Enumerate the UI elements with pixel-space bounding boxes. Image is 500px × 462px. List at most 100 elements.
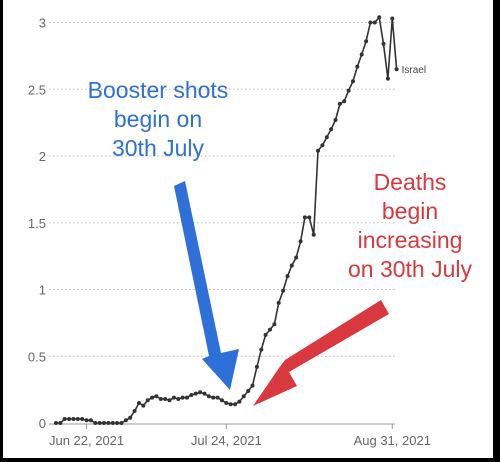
data-point [123,418,128,423]
data-point [324,135,329,140]
data-point [302,215,307,220]
data-point [233,402,238,407]
data-point [145,398,150,403]
blue-arrow-icon [174,181,239,390]
red-arrow-icon [253,300,389,406]
data-point [337,101,342,106]
data-point [115,421,120,425]
data-point [71,417,76,421]
data-point [189,393,194,397]
deaths-annotation: Deaths begin increasing on 30th July [321,168,499,284]
data-point [268,327,272,332]
data-point [219,398,224,403]
data-point [394,67,399,72]
data-point [176,397,181,401]
series-label: Israel [402,65,426,76]
data-point [180,395,185,400]
data-point [158,397,163,401]
data-point [132,409,137,413]
data-point [150,395,155,400]
data-point [311,232,316,237]
deaths-annotation-line: increasing [357,227,463,253]
data-point [250,383,255,388]
data-point [355,64,360,69]
chart-frame: 0 0.5 1 1.5 2 2.5 3 Jun 22, 2021 Jul 24, 2021 Aug… [3,0,493,458]
data-point [385,76,390,81]
y-tick-label: 1 [39,283,46,298]
data-point [351,79,355,84]
data-point [298,239,303,244]
x-tick-label: Jun 22, 2021 [49,433,124,448]
data-point [285,274,290,279]
x-tick-label: Aug 31, 2021 [354,433,431,448]
data-point [377,15,382,20]
data-point [106,421,111,425]
data-point [80,417,85,421]
data-point [62,417,67,421]
data-point [368,20,373,25]
data-point [54,421,58,425]
data-point [259,347,264,352]
data-point [88,418,93,423]
booster-annotation-line: Booster shots [87,77,229,103]
y-tick-label: 2 [39,149,46,164]
data-point [307,215,312,220]
data-point [163,397,168,401]
data-point [333,118,338,122]
data-point [97,421,102,425]
data-point [84,418,89,423]
data-point [58,421,63,425]
data-point [276,300,281,305]
data-point [246,389,251,393]
data-point [75,417,80,421]
annotation-arrows [174,181,389,406]
data-point [228,402,233,407]
data-point [102,421,106,425]
gridlines [49,22,395,357]
y-tick-label: 2.5 [28,82,46,97]
data-point [141,403,146,408]
booster-annotation-line: 30th July [111,135,205,161]
data-point [316,148,320,153]
data-point [359,52,364,57]
data-point [224,401,229,405]
booster-annotation-line: begin on [113,106,203,132]
data-point [67,417,72,421]
data-point [263,332,268,337]
y-tick-label: 1.5 [28,216,46,231]
data-point [281,288,286,293]
data-point [137,401,141,405]
data-point [154,394,159,399]
data-point [198,390,203,395]
deaths-annotation-line: on 30th July [347,256,473,282]
y-tick-label: 0.5 [28,349,46,364]
data-point [171,395,176,400]
data-point [372,20,377,25]
line-chart: 0 0.5 1 1.5 2 2.5 3 Jun 22, 2021 Jul 24, 2021 Aug… [28,15,431,449]
data-point [289,263,294,268]
data-point [128,415,133,420]
x-tick-label: Jul 24, 2021 [191,433,262,448]
data-point [202,391,207,396]
data-point [390,16,395,21]
data-point [364,39,369,44]
data-point [346,88,351,93]
data-point [211,395,216,400]
data-point [110,421,115,425]
y-tick-label: 0 [39,416,46,431]
series-group: Israel [54,15,426,425]
data-point [329,127,334,132]
data-point [93,421,98,425]
data-point [185,395,189,400]
data-point [167,398,172,403]
data-point [215,395,220,400]
data-point [206,394,211,399]
y-tick-label: 3 [39,16,46,31]
axes: 0 0.5 1 1.5 2 2.5 3 Jun 22, 2021 Jul 24, 2021 Aug… [28,16,431,449]
data-point [272,322,277,327]
data-point [241,394,246,399]
deaths-annotation-line: Deaths [373,169,447,195]
deaths-annotation-line: begin [381,198,439,224]
booster-annotation: Booster shots begin on 30th July [58,76,258,163]
data-point [381,41,386,46]
